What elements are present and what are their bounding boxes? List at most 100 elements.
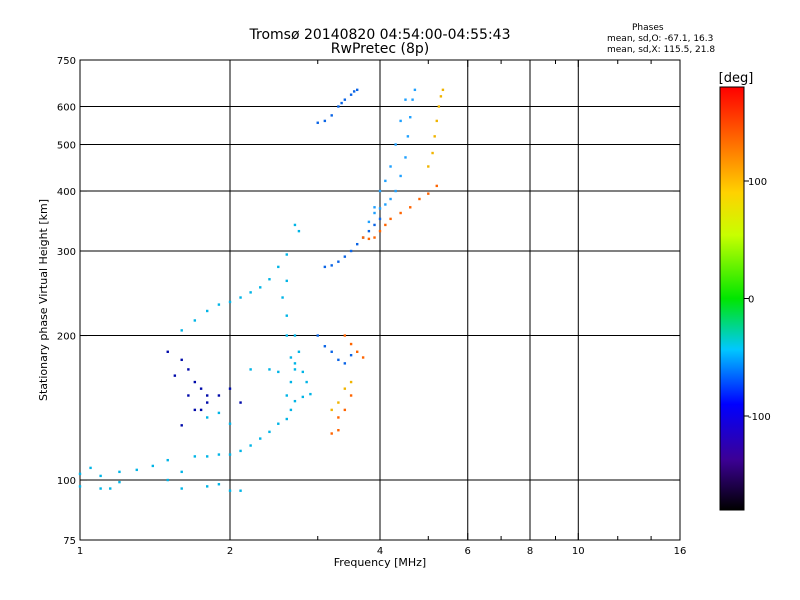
- data-point: [404, 98, 407, 101]
- data-point: [199, 408, 203, 412]
- data-point: [433, 135, 436, 138]
- data-point: [166, 478, 169, 482]
- data-point: [355, 242, 359, 246]
- data-point: [337, 401, 340, 404]
- data-point: [180, 487, 183, 490]
- data-point: [343, 98, 347, 101]
- data-point: [109, 487, 112, 490]
- data-point: [355, 350, 359, 353]
- data-point: [309, 392, 312, 396]
- data-point: [301, 395, 305, 399]
- colorbar-tick-label: 100: [748, 177, 767, 188]
- data-point: [378, 229, 382, 233]
- data-point: [437, 105, 441, 108]
- data-point: [411, 98, 414, 101]
- data-point: [78, 472, 82, 476]
- data-point: [293, 223, 297, 227]
- data-point: [187, 394, 190, 397]
- chart-subtitle: RwPretec (8p): [330, 41, 430, 57]
- colorbar-ticks: 100 0 -100: [744, 177, 771, 423]
- data-point: [285, 394, 288, 397]
- data-point: [205, 416, 209, 419]
- data-point: [349, 380, 353, 384]
- data-point: [297, 350, 301, 353]
- data-point: [343, 387, 347, 390]
- data-point: [289, 408, 293, 412]
- data-point: [337, 105, 340, 108]
- data-point: [343, 362, 347, 365]
- data-point: [228, 387, 232, 390]
- data-point: [330, 350, 333, 353]
- data-point: [373, 223, 376, 227]
- data-point: [349, 93, 353, 96]
- data-point: [439, 95, 443, 98]
- data-points: [78, 88, 445, 492]
- data-point: [337, 358, 340, 362]
- data-point: [316, 334, 319, 337]
- data-point: [199, 387, 203, 390]
- data-point: [367, 229, 371, 233]
- data-point: [135, 468, 138, 472]
- data-point: [343, 408, 347, 412]
- data-point: [323, 265, 327, 269]
- data-point: [205, 455, 209, 458]
- data-point: [340, 101, 343, 105]
- data-point: [330, 432, 333, 435]
- data-point: [427, 192, 430, 195]
- data-point: [99, 487, 102, 490]
- data-point: [217, 483, 221, 486]
- data-point: [297, 229, 301, 233]
- data-point: [399, 119, 402, 123]
- data-point: [367, 220, 371, 224]
- data-point: [289, 380, 293, 384]
- data-point: [217, 411, 221, 415]
- data-point: [239, 401, 242, 404]
- colorbar-tick-label: -100: [748, 412, 771, 423]
- data-point: [394, 189, 397, 193]
- y-tick-label: 600: [57, 103, 76, 114]
- data-point: [373, 206, 376, 209]
- data-point: [239, 449, 242, 453]
- x-tick-label: 8: [527, 546, 533, 557]
- x-axis-label: Frequency [MHz]: [334, 556, 426, 569]
- data-point: [330, 114, 333, 117]
- data-point: [259, 437, 262, 440]
- data-point: [355, 88, 359, 92]
- axis-ticks: 1 2 4 6 8 10 16 75 100 200 300 400 500 600 750: [57, 56, 686, 557]
- data-point: [205, 309, 209, 313]
- data-point: [277, 422, 280, 425]
- data-point: [384, 179, 387, 183]
- data-point: [259, 286, 262, 289]
- data-point: [427, 165, 430, 168]
- data-point: [441, 88, 445, 92]
- data-point: [406, 135, 410, 138]
- data-point: [193, 380, 197, 384]
- y-tick-label: 400: [57, 187, 76, 198]
- data-point: [293, 334, 297, 337]
- data-point: [316, 121, 319, 124]
- x-tick-label: 6: [465, 546, 471, 557]
- data-point: [228, 300, 232, 304]
- data-point: [343, 334, 347, 337]
- data-point: [384, 203, 387, 206]
- data-point: [361, 356, 365, 359]
- data-point: [330, 264, 333, 267]
- data-point: [118, 480, 121, 484]
- data-point: [217, 453, 221, 456]
- phases-o-stats: mean, sd,O: -67.1, 16.3: [607, 34, 714, 44]
- data-point: [217, 303, 221, 306]
- data-point: [228, 422, 232, 425]
- x-tick-label: 2: [227, 546, 233, 557]
- data-point: [205, 485, 209, 488]
- data-point: [378, 189, 382, 193]
- data-point: [228, 489, 232, 492]
- chart-title: Tromsø 20140820 04:54:00-04:55:43: [249, 27, 511, 43]
- y-tick-label: 100: [57, 476, 76, 487]
- data-point: [89, 466, 92, 470]
- y-tick-label: 500: [57, 141, 76, 152]
- data-point: [330, 408, 333, 412]
- data-point: [293, 362, 297, 365]
- data-point: [337, 260, 340, 263]
- data-point: [293, 399, 297, 403]
